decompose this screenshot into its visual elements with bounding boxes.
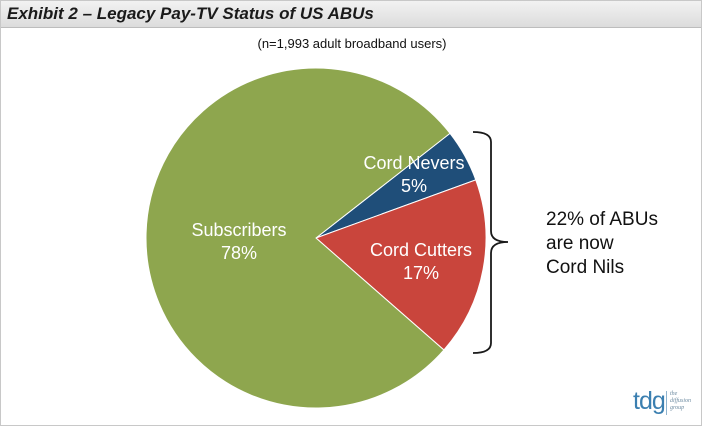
exhibit-title: Exhibit 2 – Legacy Pay-TV Status of US A…: [7, 4, 374, 23]
callout-line-3: Cord Nils: [546, 257, 625, 278]
logo-tagline-line: diffusion: [670, 398, 692, 404]
logo-tagline: the diffusion group: [670, 391, 691, 412]
slice-label: Subscribers: [191, 220, 286, 240]
slice-value-label: 5%: [401, 176, 427, 196]
pie-slice-cord-cutters: [315, 179, 487, 351]
slice-label: Cord Nevers: [363, 153, 464, 173]
callout-brace: [472, 131, 509, 354]
chart-subtitle: (n=1,993 adult broadband users): [257, 36, 447, 51]
logo-tagline-line: the: [670, 391, 678, 397]
slice-value-label: 78%: [221, 243, 257, 263]
slice-label: Cord Cutters: [370, 240, 472, 260]
callout-annotation: 22% of ABUs are now Cord Nils: [546, 208, 658, 280]
callout-line-1: 22% of ABUs: [546, 209, 658, 230]
pie-slice-subscribers: [145, 67, 451, 409]
slice-value-label: 17%: [403, 263, 439, 283]
logo-divider: [666, 391, 667, 415]
logo-mark: tdg: [633, 387, 666, 415]
callout-line-2: are now: [546, 233, 614, 254]
title-bar: Exhibit 2 – Legacy Pay-TV Status of US A…: [1, 1, 701, 28]
logo-tagline-line: group: [670, 405, 685, 411]
